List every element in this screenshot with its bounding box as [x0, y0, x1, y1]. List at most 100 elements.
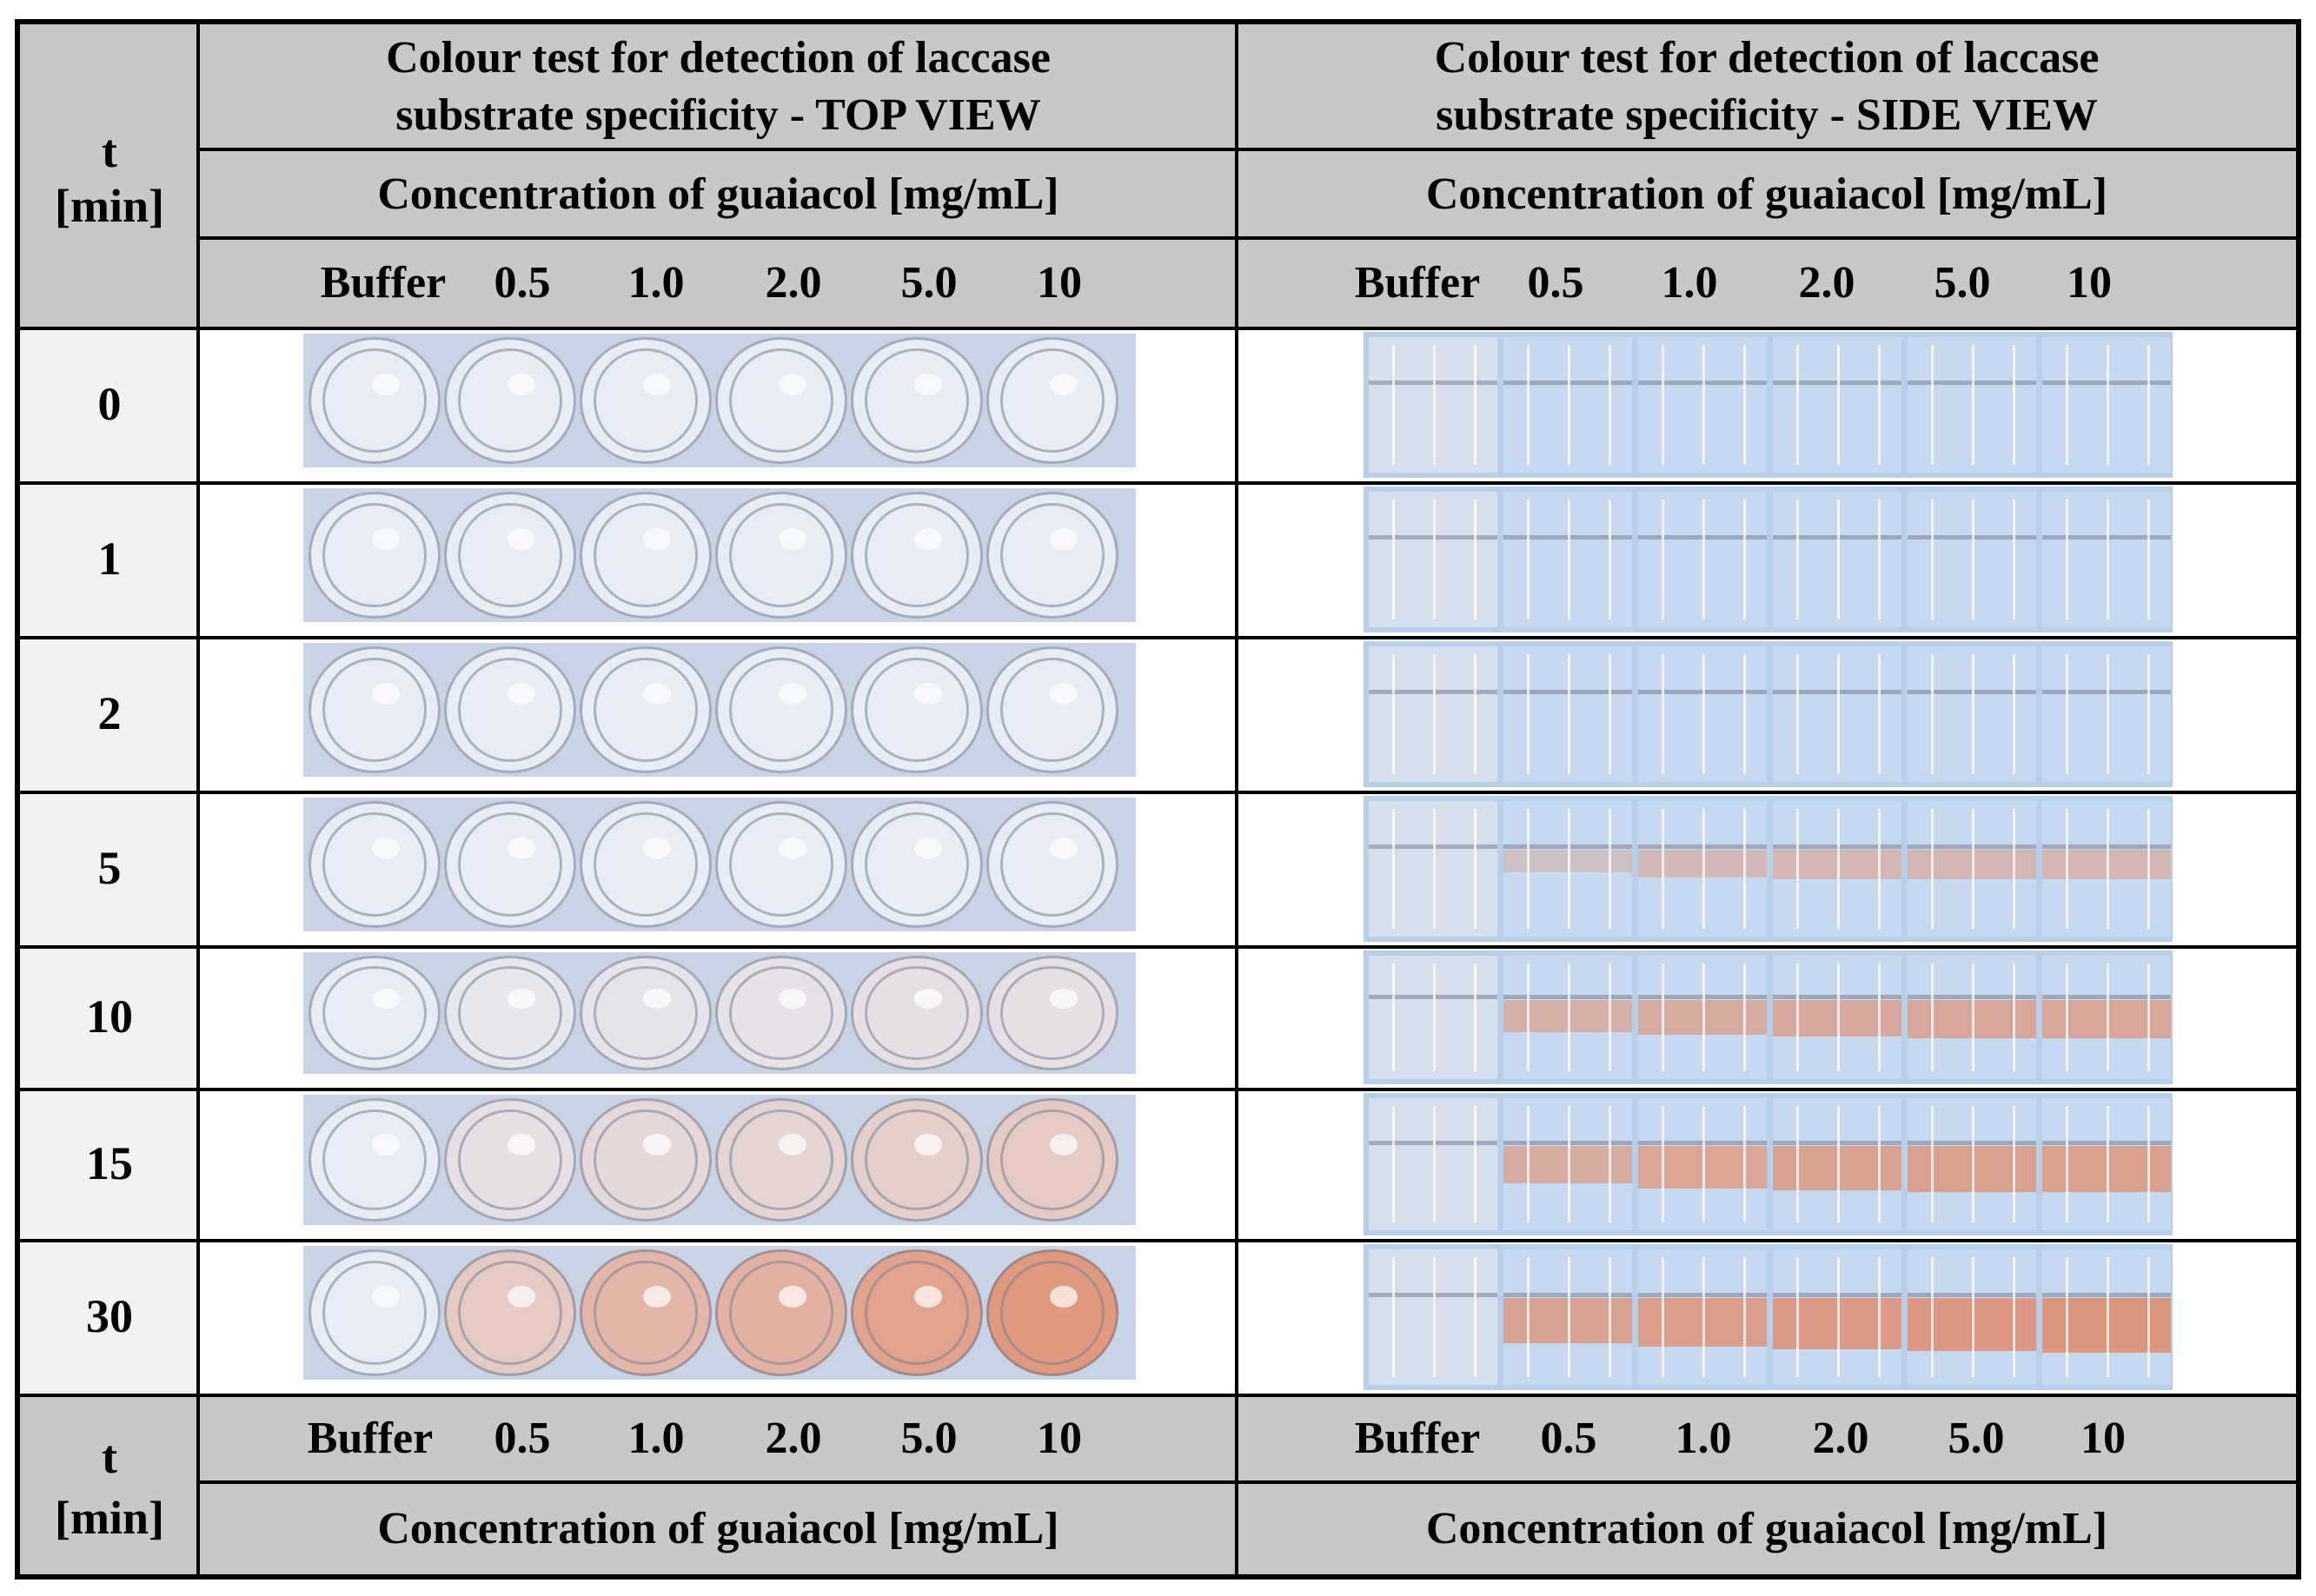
side-view-well — [1503, 337, 1632, 473]
side-view-wall-highlight — [1972, 809, 1974, 929]
side-view-wall-highlight — [1474, 345, 1477, 465]
time-cell: 5 — [20, 792, 199, 945]
side-view-wall-highlight — [2013, 963, 2016, 1072]
side-view-wall-highlight — [1795, 500, 1799, 619]
top-view-well-highlight — [779, 838, 807, 860]
side-view-wall-highlight — [1972, 963, 1974, 1072]
side-view-wall-highlight — [1743, 809, 1747, 929]
side-view-wall-highlight — [1743, 500, 1747, 619]
side-view-wall-highlight — [1837, 1106, 1840, 1222]
top-view-well — [851, 1098, 983, 1222]
side-view-well — [2042, 801, 2171, 937]
side-view-wall-highlight — [2147, 654, 2151, 774]
side-view-well — [2042, 492, 2171, 627]
side-view-wall-highlight — [1433, 809, 1436, 929]
side-view-wall-highlight — [2013, 345, 2016, 465]
side-view-wall-highlight — [1878, 1257, 1881, 1377]
top-view-well — [986, 801, 1118, 928]
side-view-wall-highlight — [1795, 654, 1799, 774]
top-view-well — [444, 956, 576, 1070]
side-view-title-line2: substrate specificity - SIDE VIEW — [1436, 90, 2098, 140]
side-view-wall-highlight — [1433, 963, 1436, 1072]
top-view-well-rim — [594, 811, 698, 917]
top-view-well-highlight — [914, 1286, 943, 1308]
side-view-wall-highlight — [1878, 345, 1881, 465]
top-view-well-rim — [322, 965, 427, 1061]
side-col-label-10: 10 — [2067, 258, 2112, 308]
grid-hline-row — [15, 791, 2301, 794]
side-view-well — [1638, 1098, 1767, 1230]
top-view-well — [851, 801, 983, 928]
top-view-well — [986, 337, 1118, 464]
side-view-well — [1908, 646, 2036, 782]
side-view-wall-highlight — [1391, 654, 1395, 774]
top-view-well-rim — [458, 657, 562, 763]
side-view-wall-highlight — [1433, 345, 1436, 465]
side-view-well — [1773, 646, 1901, 782]
top-view-well — [986, 646, 1118, 773]
footer-top-col-label-5.0: 5.0 — [900, 1414, 958, 1463]
side-view-wall-highlight — [1930, 345, 1934, 465]
top-view-well — [309, 956, 441, 1070]
top-view-well-rim — [1000, 811, 1105, 917]
side-view-wall-highlight — [1972, 1257, 1974, 1377]
time-value: 1 — [97, 533, 122, 585]
top-view-well-rim — [594, 502, 698, 608]
top-view-well-highlight — [372, 1134, 401, 1156]
top-view-well-highlight — [508, 1286, 536, 1308]
side-view-wall-highlight — [2065, 963, 2068, 1072]
top-view-well-highlight — [372, 683, 401, 705]
top-view-well — [715, 801, 847, 928]
side-view-wall-highlight — [1474, 809, 1477, 929]
top-view-well-highlight — [643, 528, 672, 551]
side-view-well — [1773, 1098, 1901, 1230]
side-view-wall-highlight — [2147, 345, 2151, 465]
side-view-wall-highlight — [1661, 1106, 1664, 1222]
side-view-well — [1908, 337, 2036, 473]
top-view-well-rim — [594, 965, 698, 1061]
grid-vline-views — [1235, 19, 1238, 1579]
top-view-well-highlight — [779, 1286, 807, 1308]
side-view-wall-highlight — [2147, 500, 2151, 619]
side-view-wall-highlight — [1795, 345, 1799, 465]
side-view-well — [1503, 646, 1632, 782]
side-view-title-cell: Colour test for detection of laccase sub… — [1238, 24, 2296, 149]
top-view-well-rim — [729, 965, 833, 1061]
top-view-well-highlight — [508, 374, 536, 396]
top-col-label-10: 10 — [1037, 258, 1082, 308]
side-view-wall-highlight — [1526, 1257, 1530, 1377]
top-view-well-highlight — [643, 1286, 672, 1308]
time-value: 2 — [97, 687, 122, 739]
side-view-wall-highlight — [2147, 809, 2151, 929]
top-view-well-highlight — [372, 1286, 401, 1308]
side-view-wall-highlight — [2065, 654, 2068, 774]
top-concentration-header: Concentration of guaiacol [mg/mL] — [199, 149, 1238, 238]
side-view-well — [1638, 646, 1767, 782]
side-view-wall-highlight — [1568, 1257, 1570, 1377]
top-view-well-rim — [594, 1109, 698, 1211]
top-view-well — [444, 1098, 576, 1222]
side-view-wall-highlight — [1878, 500, 1881, 619]
side-view-plate-photo — [1364, 641, 2173, 787]
grid-hline-footer-top — [15, 1394, 2301, 1397]
grid-hline-row — [15, 1088, 2301, 1091]
top-view-well-rim — [322, 348, 427, 454]
side-view-wall-highlight — [1972, 500, 1974, 619]
top-view-title-cell: Colour test for detection of laccase sub… — [199, 24, 1238, 149]
side-view-wall-highlight — [1609, 500, 1612, 619]
header-t-cell: t [min] — [20, 24, 199, 328]
side-footer-column-labels: Buffer 0.5 1.0 2.0 5.0 10 — [1238, 1395, 2296, 1482]
top-view-well — [986, 1098, 1118, 1222]
top-view-well-rim — [1000, 657, 1105, 763]
side-view-well — [1773, 956, 1901, 1079]
side-view-wall-highlight — [2013, 500, 2016, 619]
side-view-plate-photo — [1364, 487, 2173, 632]
top-view-well-highlight — [643, 838, 672, 860]
top-view-well — [986, 956, 1118, 1070]
side-view-wall-highlight — [1661, 345, 1664, 465]
top-view-well-highlight — [643, 989, 672, 1009]
top-view-well-rim — [458, 965, 562, 1061]
side-view-well — [1503, 1098, 1632, 1230]
top-view-well-rim — [729, 657, 833, 763]
